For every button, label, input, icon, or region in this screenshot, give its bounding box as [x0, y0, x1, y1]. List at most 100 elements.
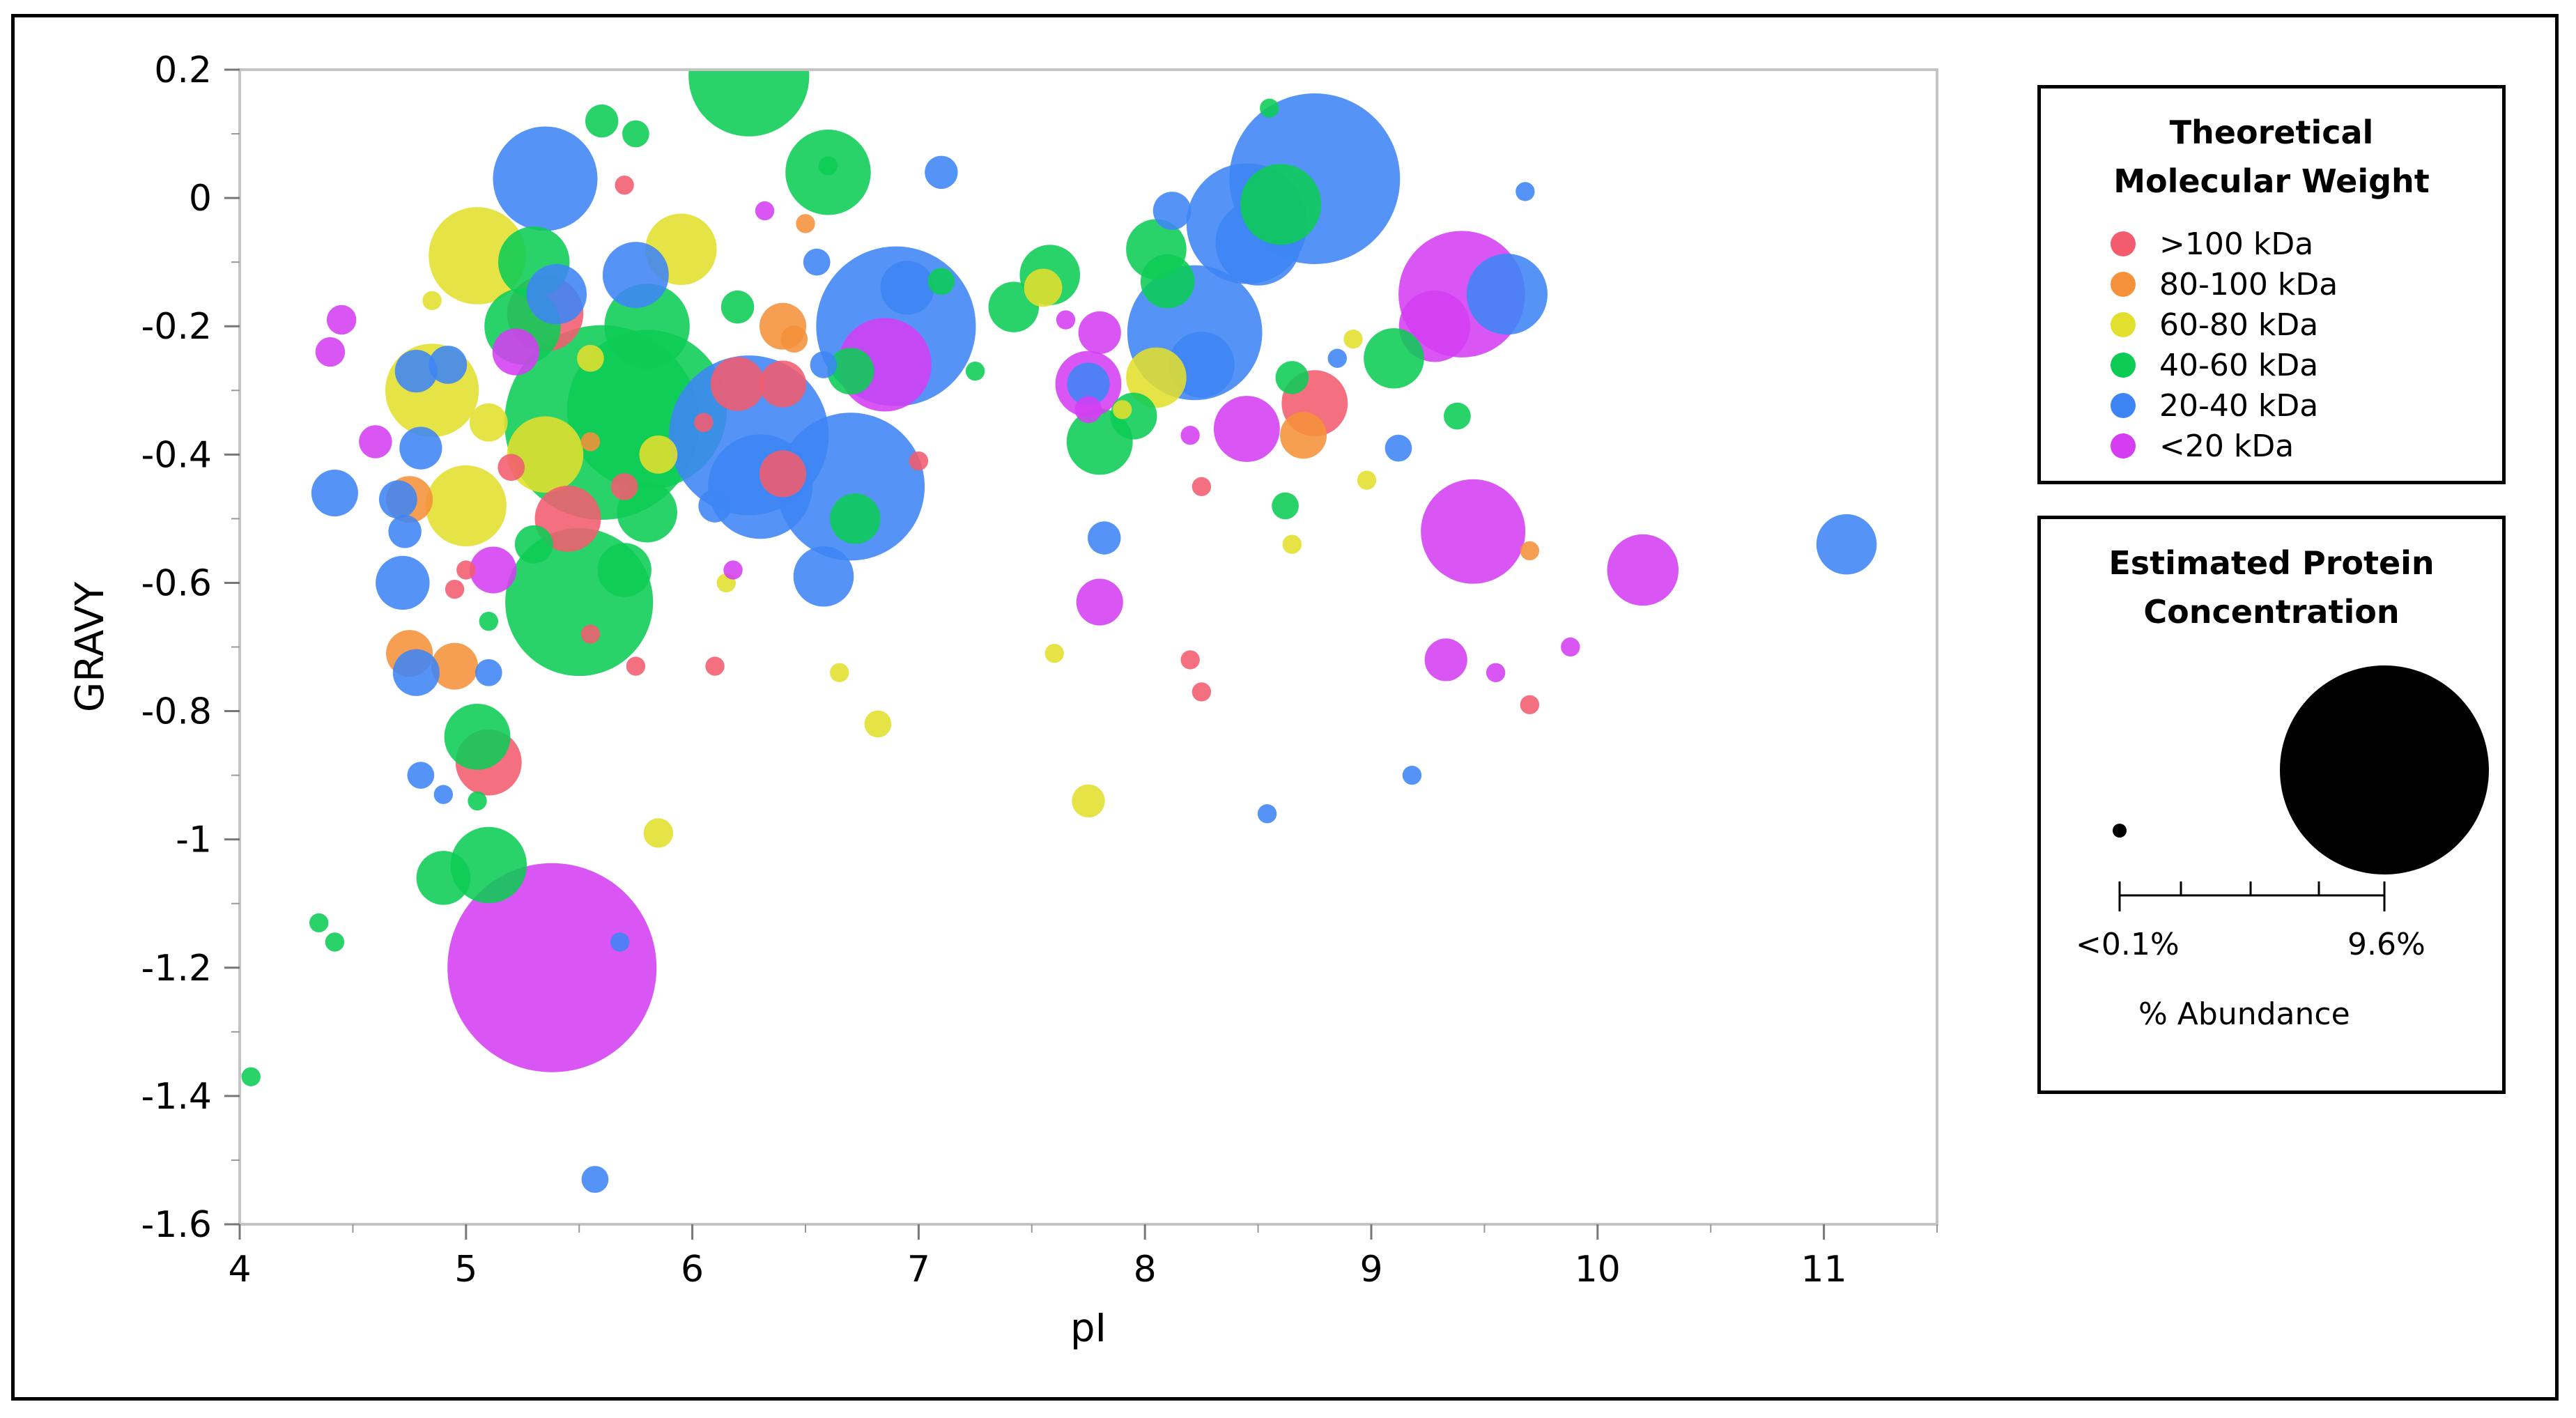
bubble-point — [445, 579, 465, 599]
bubble-point — [1607, 534, 1679, 606]
bubble-point — [796, 214, 815, 233]
legend-swatch — [2111, 353, 2136, 378]
y-tick-label: -1.4 — [141, 1076, 212, 1118]
bubble-point — [469, 403, 508, 442]
bubble-point — [710, 357, 765, 411]
bubble-point — [1126, 347, 1187, 408]
legend-swatch — [2111, 231, 2136, 256]
bubble-point — [1213, 396, 1280, 462]
bubble-point — [422, 291, 442, 311]
legend-label: 80-100 kDa — [2159, 266, 2338, 302]
bubble-point — [416, 851, 471, 905]
bubble-point — [479, 611, 498, 631]
bubble-point — [880, 261, 934, 315]
bubble-point — [359, 425, 392, 458]
bubble-point — [705, 656, 725, 676]
legend-label: 60-80 kDa — [2159, 307, 2319, 343]
bubble-point — [759, 360, 807, 408]
bubble-point — [1520, 541, 1540, 561]
legend-label: 40-60 kDa — [2159, 347, 2319, 383]
bubble-point — [433, 785, 454, 804]
x-tick-label: 8 — [1134, 1249, 1157, 1290]
legend-item-gt100: >100 kDa — [2111, 224, 2313, 263]
legend-swatch — [2111, 272, 2136, 297]
bubble-point — [534, 485, 601, 552]
bubble-point — [1424, 638, 1467, 681]
bubble-point — [378, 480, 417, 519]
bubble-point — [1275, 361, 1309, 394]
bubble-point — [1515, 182, 1535, 201]
bubble-point — [927, 268, 955, 295]
bubble-layer — [241, 70, 1877, 1193]
bubble-point — [388, 515, 422, 548]
bubble-point — [399, 426, 442, 470]
bubble-point — [622, 120, 649, 148]
size-legend-title-line1: Estimated Protein — [2108, 544, 2435, 582]
y-tick-label: 0.2 — [154, 49, 212, 91]
x-tick-label: 9 — [1359, 1249, 1382, 1290]
bubble-point — [1113, 400, 1132, 419]
bubble-point — [1466, 254, 1548, 335]
bubble-point — [615, 176, 634, 195]
bubble-point — [1078, 311, 1121, 355]
bubble-point — [1280, 412, 1327, 459]
bubble-point — [694, 413, 714, 432]
bubble-point — [723, 560, 743, 580]
legend-item-20-40: 20-40 kDa — [2111, 386, 2318, 425]
bubble-point — [1444, 402, 1471, 430]
bubble-point — [1240, 164, 1322, 245]
bubble-point — [1056, 310, 1076, 330]
bubble-point — [1180, 426, 1200, 445]
x-tick-label: 11 — [1801, 1249, 1847, 1290]
legend-item-60-80: 60-80 kDa — [2111, 305, 2318, 344]
x-axis-label: pI — [1070, 1306, 1106, 1351]
bubble-point — [626, 656, 646, 676]
bubble-point — [1180, 650, 1200, 670]
bubble-point — [818, 156, 838, 176]
bubble-point — [1282, 534, 1302, 554]
bubble-point — [925, 155, 958, 190]
bubble-point — [1520, 695, 1540, 715]
bubble-point — [498, 454, 525, 481]
bubble-point — [580, 624, 601, 644]
bubble-point — [755, 201, 775, 221]
bubble-point — [610, 932, 630, 952]
bubble-point — [1385, 434, 1412, 462]
bubble-point — [1402, 765, 1422, 785]
legend-label: >100 kDa — [2159, 226, 2314, 262]
bubble-point — [429, 207, 526, 305]
bubble-point — [1191, 682, 1212, 702]
bubble-point — [827, 348, 874, 395]
bubble-point — [1421, 479, 1526, 584]
bubble-point — [392, 649, 440, 696]
size-legend-title-line2: Concentration — [2143, 593, 2400, 631]
bubble-point — [1357, 470, 1377, 490]
bubble-chart: 4 5 6 7 8 9 10 11 0.2 0 -0.2 -0.4 -0.6 -0.8 -1 -1.2 -1.4… — [68, 49, 1938, 1351]
bubble-point — [1140, 254, 1195, 309]
legend-title-line2: Molecular Weight — [2113, 162, 2430, 200]
bubble-point — [830, 663, 849, 683]
y-tick-label: -0.6 — [141, 562, 212, 604]
bubble-point — [1343, 329, 1363, 349]
bubble-point — [720, 290, 755, 324]
bubble-point — [475, 658, 502, 686]
bubble-point — [610, 472, 638, 500]
bubble-point — [698, 489, 732, 523]
bubble-point — [425, 465, 507, 547]
legend-swatch — [2111, 393, 2136, 418]
bubble-point — [965, 361, 985, 381]
bubble-point — [1816, 514, 1877, 575]
legend-label: 20-40 kDa — [2159, 387, 2319, 424]
bubble-point — [1088, 521, 1121, 555]
bubble-point — [602, 242, 669, 309]
bubble-point — [780, 325, 808, 353]
y-tick-label: -1.2 — [141, 948, 212, 989]
bubble-point — [431, 642, 479, 690]
bubble-point — [1074, 396, 1102, 424]
axes: 4 5 6 7 8 9 10 11 0.2 0 -0.2 -0.4 -0.6 -0.8 -1 -1.2 -1.4… — [68, 49, 1938, 1351]
bubble-point — [639, 435, 678, 474]
bubble-point — [447, 863, 657, 1072]
bubble-point — [456, 560, 476, 580]
bubble-point — [394, 350, 438, 393]
bubble-point — [759, 450, 807, 498]
